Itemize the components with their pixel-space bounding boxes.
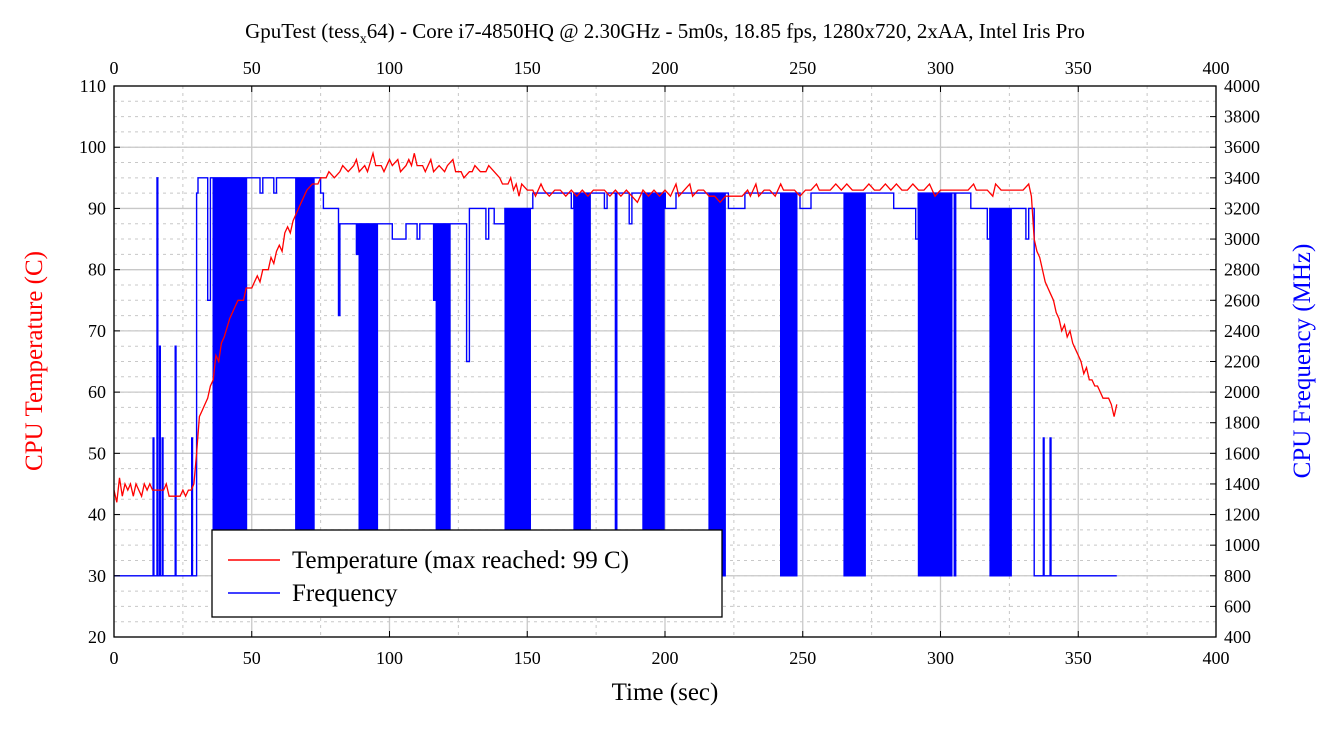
y-right-tick-label: 2000: [1224, 382, 1260, 402]
x-top-tick-label: 50: [243, 58, 261, 78]
x-bottom-tick-label: 50: [243, 648, 261, 668]
legend-temperature-label: Temperature (max reached: 99 C): [292, 547, 629, 574]
frequency-series-line: [114, 177, 1117, 577]
y-right-tick-label: 600: [1224, 596, 1251, 616]
y-left-tick-label: 30: [88, 566, 106, 586]
y-right-tick-label: 2600: [1224, 290, 1260, 310]
y-right-tick-label: 400: [1224, 627, 1251, 647]
y-left-tick-label: 110: [80, 76, 106, 96]
y-left-tick-label: 50: [88, 443, 106, 463]
y-left-tick-label: 70: [88, 321, 106, 341]
chart-title: GpuTest (tessx64) - Core i7-4850HQ @ 2.3…: [245, 19, 1085, 47]
y-right-tick-label: 1800: [1224, 413, 1260, 433]
x-bottom-tick-label: 300: [927, 648, 954, 668]
y-left-tick-label: 20: [88, 627, 106, 647]
x-axis-label: Time (sec): [612, 679, 719, 706]
x-bottom-tick-label: 250: [789, 648, 816, 668]
x-bottom-tick-label: 350: [1065, 648, 1092, 668]
x-top-tick-label: 0: [110, 58, 119, 78]
y-right-tick-label: 3400: [1224, 168, 1260, 188]
y-right-tick-label: 4000: [1224, 76, 1260, 96]
x-bottom-tick-label: 100: [376, 648, 403, 668]
x-top-tick-label: 400: [1203, 58, 1230, 78]
x-bottom-tick-label: 150: [514, 648, 541, 668]
y-left-tick-label: 60: [88, 382, 106, 402]
y-left-tick-label: 40: [88, 505, 106, 525]
x-bottom-tick-label: 0: [110, 648, 119, 668]
x-top-tick-label: 100: [376, 58, 403, 78]
y-right-tick-label: 1000: [1224, 535, 1260, 555]
legend-frequency-label: Frequency: [292, 580, 398, 607]
y-right-tick-label: 1400: [1224, 474, 1260, 494]
y-right-tick-label: 3200: [1224, 198, 1260, 218]
y-right-tick-label: 2400: [1224, 321, 1260, 341]
legend: Temperature (max reached: 99 C) Frequenc…: [211, 529, 723, 618]
legend-box: [211, 529, 723, 618]
x-bottom-tick-label: 200: [652, 648, 679, 668]
y-right-tick-label: 800: [1224, 566, 1251, 586]
y-right-tick-label: 3800: [1224, 107, 1260, 127]
plot-area: [113, 150, 1118, 577]
x-bottom-tick-label: 400: [1203, 648, 1230, 668]
x-top-tick-label: 250: [789, 58, 816, 78]
y-right-tick-label: 1200: [1224, 505, 1260, 525]
y-right-tick-label: 3600: [1224, 137, 1260, 157]
y-right-tick-label: 3000: [1224, 229, 1260, 249]
y-right-tick-label: 2200: [1224, 352, 1260, 372]
temperature-series-line: [113, 150, 1118, 503]
x-top-tick-label: 200: [652, 58, 679, 78]
y-right-tick-label: 1600: [1224, 443, 1260, 463]
y-axis-left-label: CPU Temperature (C): [21, 251, 48, 471]
y-left-tick-label: 90: [88, 198, 106, 218]
x-top-tick-label: 150: [514, 58, 541, 78]
y-right-tick-label: 2800: [1224, 260, 1260, 280]
axis-ticks: 2030405060708090100110400600800100012001…: [79, 58, 1260, 668]
x-top-tick-label: 350: [1065, 58, 1092, 78]
y-left-tick-label: 100: [79, 137, 106, 157]
x-top-tick-label: 300: [927, 58, 954, 78]
y-left-tick-label: 80: [88, 260, 106, 280]
y-axis-right-label: CPU Frequency (MHz): [1289, 244, 1316, 479]
